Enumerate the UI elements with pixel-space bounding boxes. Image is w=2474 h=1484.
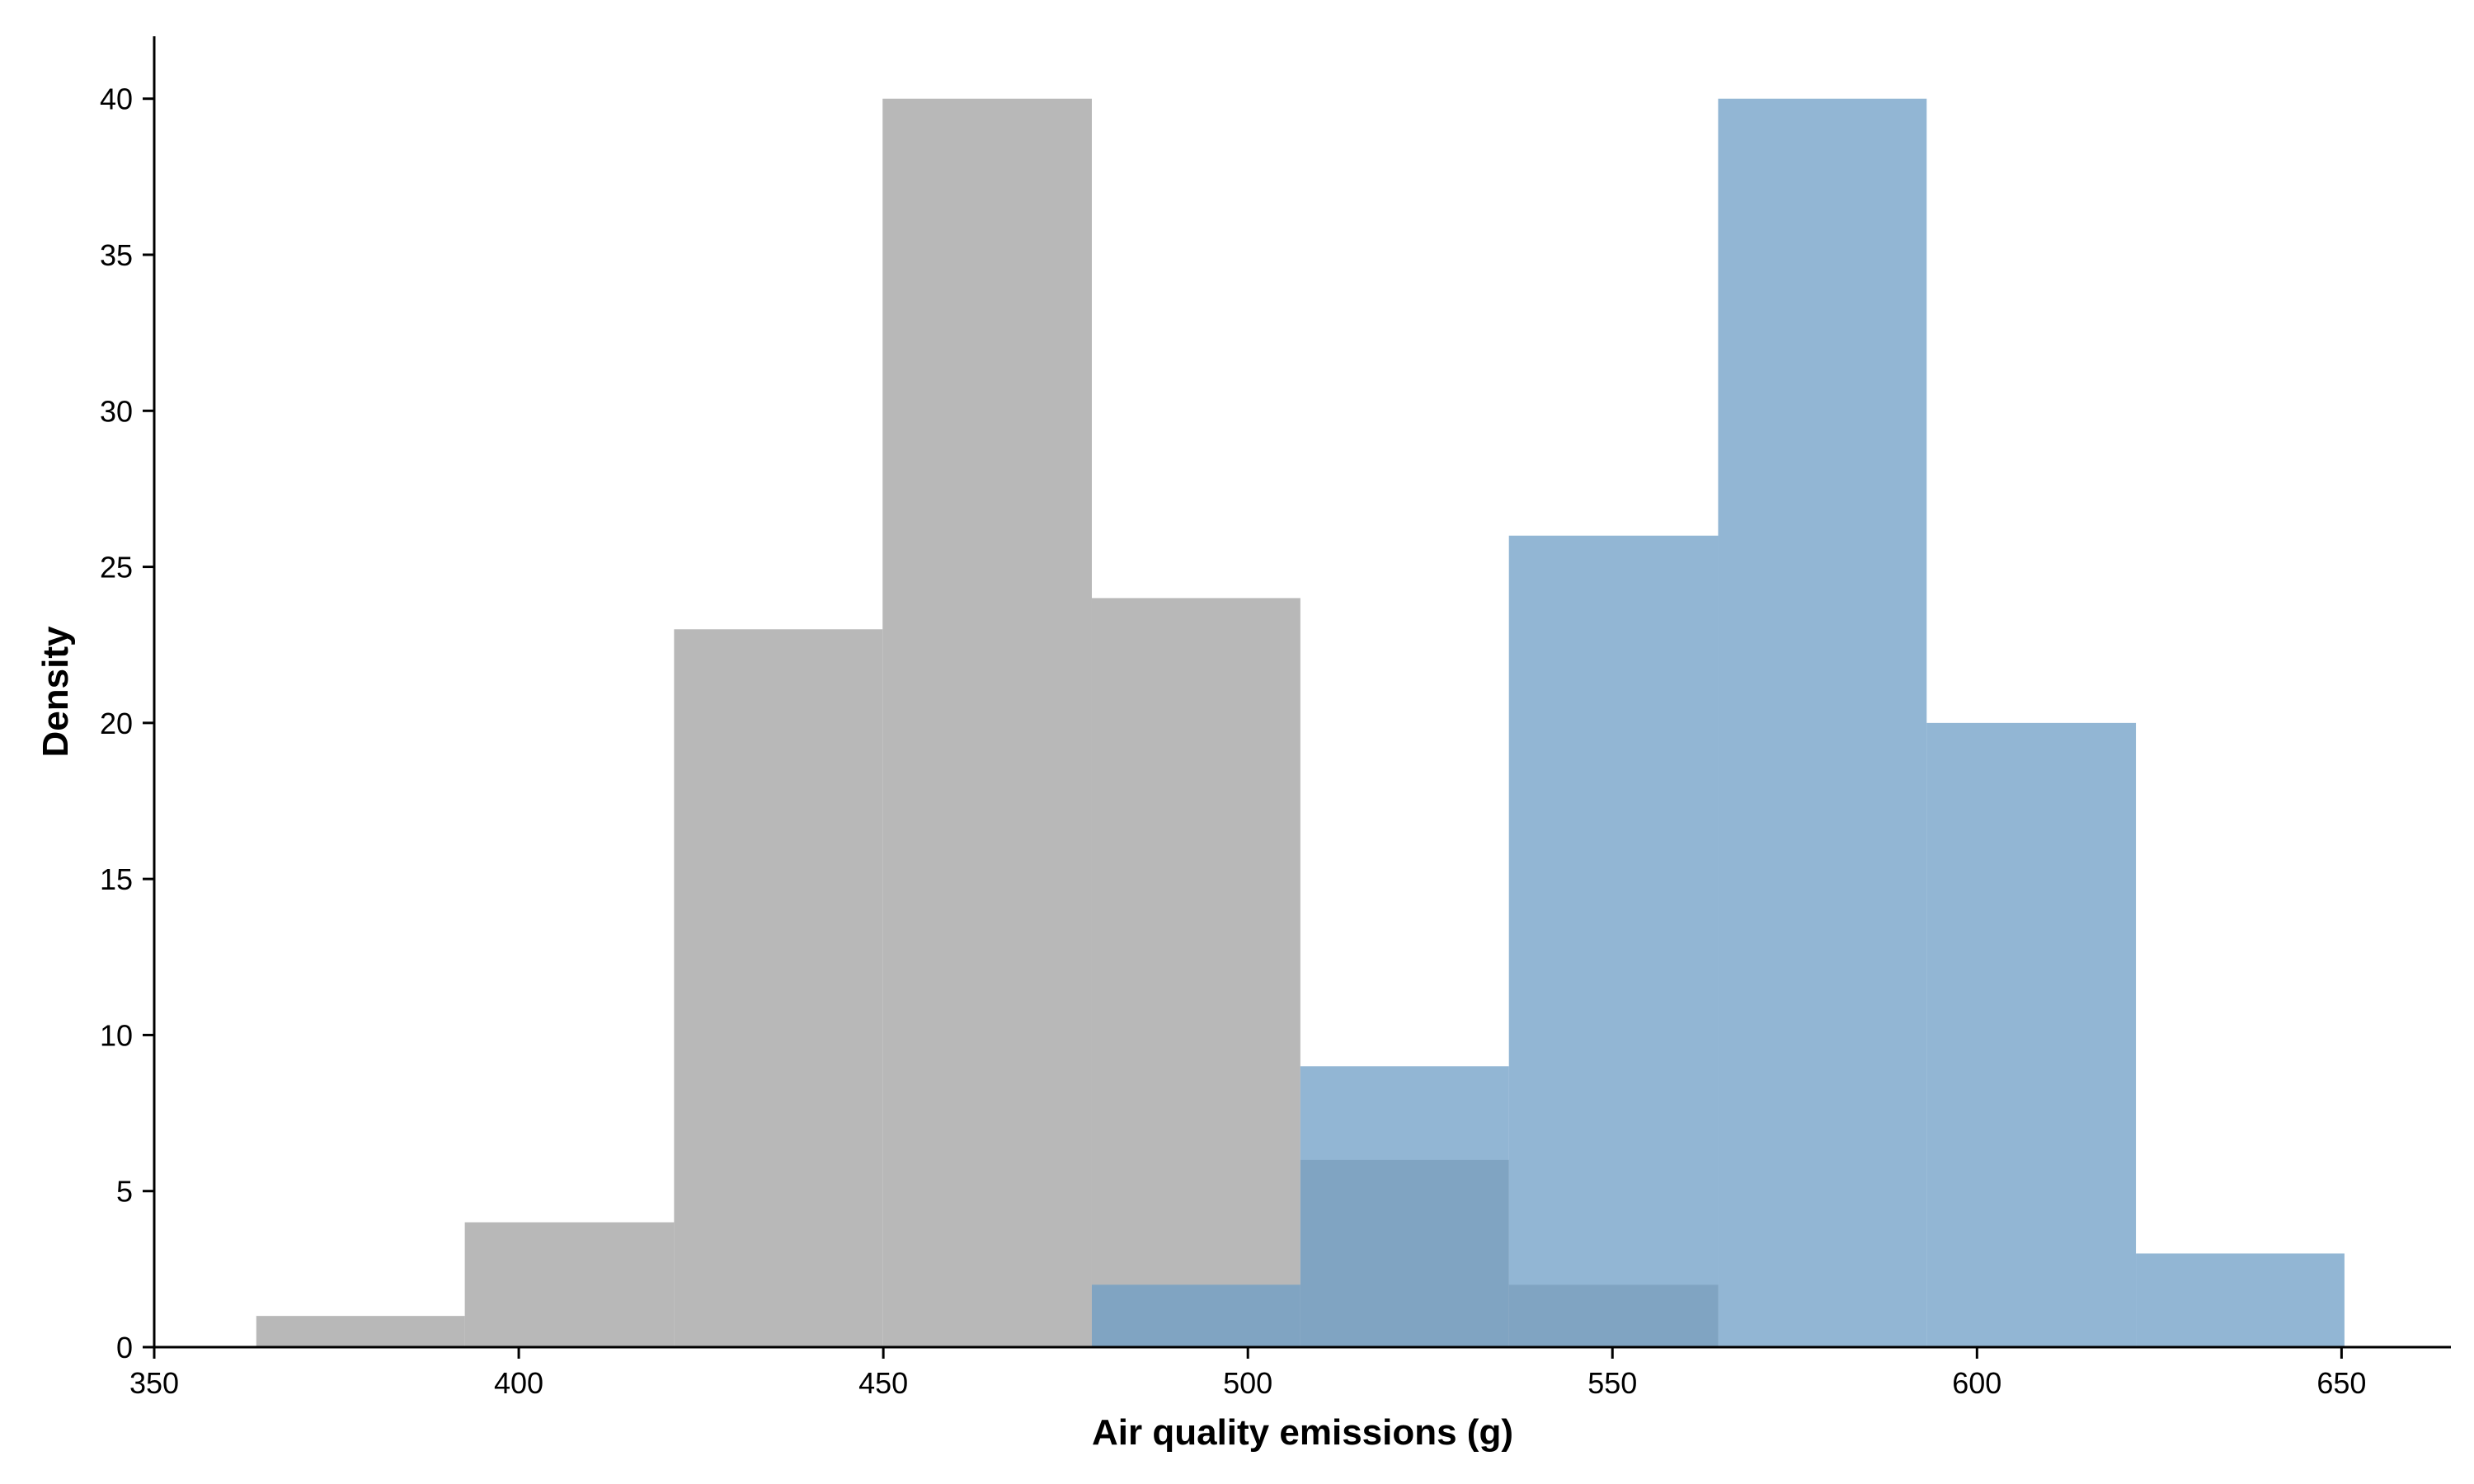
y-tick-label: 20 bbox=[100, 707, 133, 740]
y-tick-label: 40 bbox=[100, 82, 133, 116]
histogram-bar bbox=[1091, 598, 1300, 1347]
histogram-bar bbox=[1300, 1066, 1509, 1347]
y-tick-label: 15 bbox=[100, 862, 133, 896]
x-tick-label: 350 bbox=[129, 1366, 179, 1400]
x-axis-title: Air quality emissions (g) bbox=[1092, 1412, 1513, 1453]
y-axis-title: Density bbox=[35, 626, 76, 757]
histogram-bar bbox=[1926, 722, 2137, 1347]
bars-layer bbox=[256, 98, 2345, 1348]
series-2 bbox=[1091, 98, 2345, 1348]
axes-layer: 350 400 450 500 550 600 650 0 5 10 15 20 25 30 35 40 bbox=[100, 36, 2451, 1400]
x-tick-label: 650 bbox=[2316, 1366, 2366, 1400]
x-tick-label: 600 bbox=[1952, 1366, 2001, 1400]
histogram-bar bbox=[882, 98, 1092, 1348]
x-tick-label: 450 bbox=[858, 1366, 908, 1400]
histogram-bar bbox=[464, 1222, 675, 1347]
histogram-bar bbox=[1508, 535, 1719, 1347]
histogram-bar bbox=[1718, 98, 1927, 1348]
histogram-bar bbox=[2136, 1253, 2345, 1347]
y-tick-label: 35 bbox=[100, 238, 133, 272]
x-ticks: 350 400 450 500 550 600 650 bbox=[129, 1347, 2366, 1400]
x-tick-label: 400 bbox=[494, 1366, 543, 1400]
histogram-bar bbox=[256, 1316, 465, 1347]
y-tick-label: 5 bbox=[116, 1175, 133, 1209]
y-ticks: 0 5 10 15 20 25 30 35 40 bbox=[100, 82, 154, 1364]
histogram-bar bbox=[1091, 1284, 1300, 1347]
y-tick-label: 10 bbox=[100, 1018, 133, 1052]
y-tick-label: 25 bbox=[100, 551, 133, 585]
histogram-bar bbox=[674, 629, 883, 1347]
x-tick-label: 500 bbox=[1223, 1366, 1272, 1400]
y-tick-label: 30 bbox=[100, 394, 133, 428]
y-tick-label: 0 bbox=[116, 1331, 133, 1364]
x-tick-label: 550 bbox=[1587, 1366, 1637, 1400]
